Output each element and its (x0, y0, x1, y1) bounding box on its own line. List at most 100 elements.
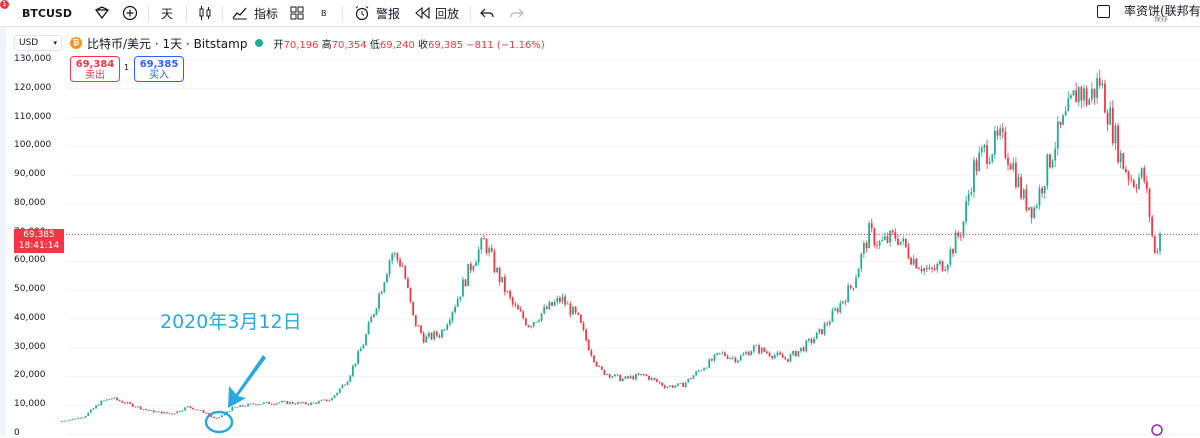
undo-icon[interactable] (480, 0, 494, 26)
candle (103, 400, 105, 402)
annotation-text[interactable]: 2020年3月12日 (160, 311, 302, 333)
candle (897, 234, 899, 246)
candle (186, 405, 189, 408)
candle (441, 329, 443, 339)
candle (621, 377, 624, 382)
compare-add-icon[interactable] (122, 0, 138, 26)
save-label[interactable]: 保存 (1154, 15, 1168, 23)
candle (585, 328, 588, 342)
candle (881, 236, 884, 242)
candle (624, 376, 627, 380)
candle (703, 367, 705, 371)
replay-button[interactable]: 回放 (435, 6, 460, 21)
price-tick-label: 110,000 (14, 111, 52, 122)
symbol-search[interactable]: BTCUSD (22, 6, 72, 20)
watchlist-icon[interactable] (94, 0, 110, 26)
candle (380, 290, 383, 295)
candle (852, 287, 855, 291)
sell-button[interactable]: 69,384 卖出 (70, 56, 120, 82)
candle (755, 344, 758, 347)
candle (199, 409, 202, 411)
candle (82, 417, 84, 419)
candle (530, 325, 532, 329)
candle (160, 411, 163, 414)
currency-selector[interactable]: USD ▾ (14, 35, 62, 51)
candle (640, 374, 643, 376)
candle (493, 248, 496, 274)
candle (506, 290, 509, 294)
candle (333, 395, 336, 399)
layout-grid-icon[interactable] (290, 0, 304, 26)
buy-button[interactable]: 69,385 买入 (134, 56, 184, 82)
candle (600, 365, 603, 371)
candle (831, 307, 834, 323)
candle (915, 258, 918, 269)
notification-badge[interactable]: 1 (0, 0, 9, 9)
candle (614, 374, 616, 377)
candle (674, 384, 677, 389)
candle (839, 300, 842, 314)
indicators-button[interactable]: 指标 (254, 6, 279, 21)
candle (983, 143, 986, 153)
candle (802, 346, 805, 352)
candle (155, 410, 158, 413)
candle (548, 300, 551, 310)
layout-badge[interactable]: B (321, 8, 327, 18)
alarm-clock-icon[interactable] (354, 0, 370, 26)
candle (315, 402, 318, 405)
candle (1062, 113, 1064, 126)
candle (393, 251, 396, 258)
candle (1022, 188, 1025, 200)
candle (509, 289, 512, 301)
candle (1088, 97, 1091, 106)
candle (514, 301, 517, 308)
candle (367, 320, 370, 335)
candle (443, 328, 446, 331)
replay-icon[interactable] (414, 0, 430, 26)
candle (420, 324, 422, 335)
candle (616, 374, 619, 377)
price-chart[interactable] (8, 32, 1200, 436)
candle (433, 329, 436, 342)
candle (962, 220, 965, 239)
candle (205, 412, 208, 414)
candle (928, 263, 931, 271)
candle (771, 355, 774, 360)
candle (1122, 152, 1125, 170)
candle (721, 351, 724, 355)
candle (503, 273, 506, 296)
candle (965, 195, 967, 225)
candle (236, 406, 239, 408)
candle (718, 352, 721, 355)
right-panel-title[interactable]: 率资饼(联邦有... (1124, 4, 1200, 18)
candle (168, 413, 171, 415)
candle (910, 256, 912, 266)
candle (658, 381, 661, 384)
candle (407, 276, 409, 289)
price-tick-label: 0 (14, 428, 20, 438)
candle (805, 339, 808, 353)
candle (171, 413, 173, 415)
interval-selector[interactable]: 天 (161, 6, 174, 21)
alert-button[interactable]: 警报 (376, 6, 401, 21)
candle (634, 373, 637, 381)
candle (826, 321, 829, 327)
legend-title[interactable]: 比特币/美元 · 1天 · Bitstamp (87, 36, 248, 51)
candle (412, 301, 415, 317)
candle (262, 402, 265, 405)
candle (454, 304, 456, 315)
candle (739, 354, 742, 361)
candle (666, 385, 669, 389)
candle (194, 409, 197, 411)
indicators-icon[interactable] (232, 0, 248, 26)
candle (283, 400, 286, 402)
candle (158, 411, 160, 413)
candle (1114, 122, 1117, 151)
redo-icon[interactable] (510, 0, 524, 26)
candle (1067, 91, 1070, 112)
candles-icon[interactable] (198, 0, 212, 26)
panel-checkbox[interactable] (1097, 5, 1110, 18)
candle (456, 296, 459, 308)
candle (695, 370, 698, 376)
candle (1135, 184, 1138, 193)
